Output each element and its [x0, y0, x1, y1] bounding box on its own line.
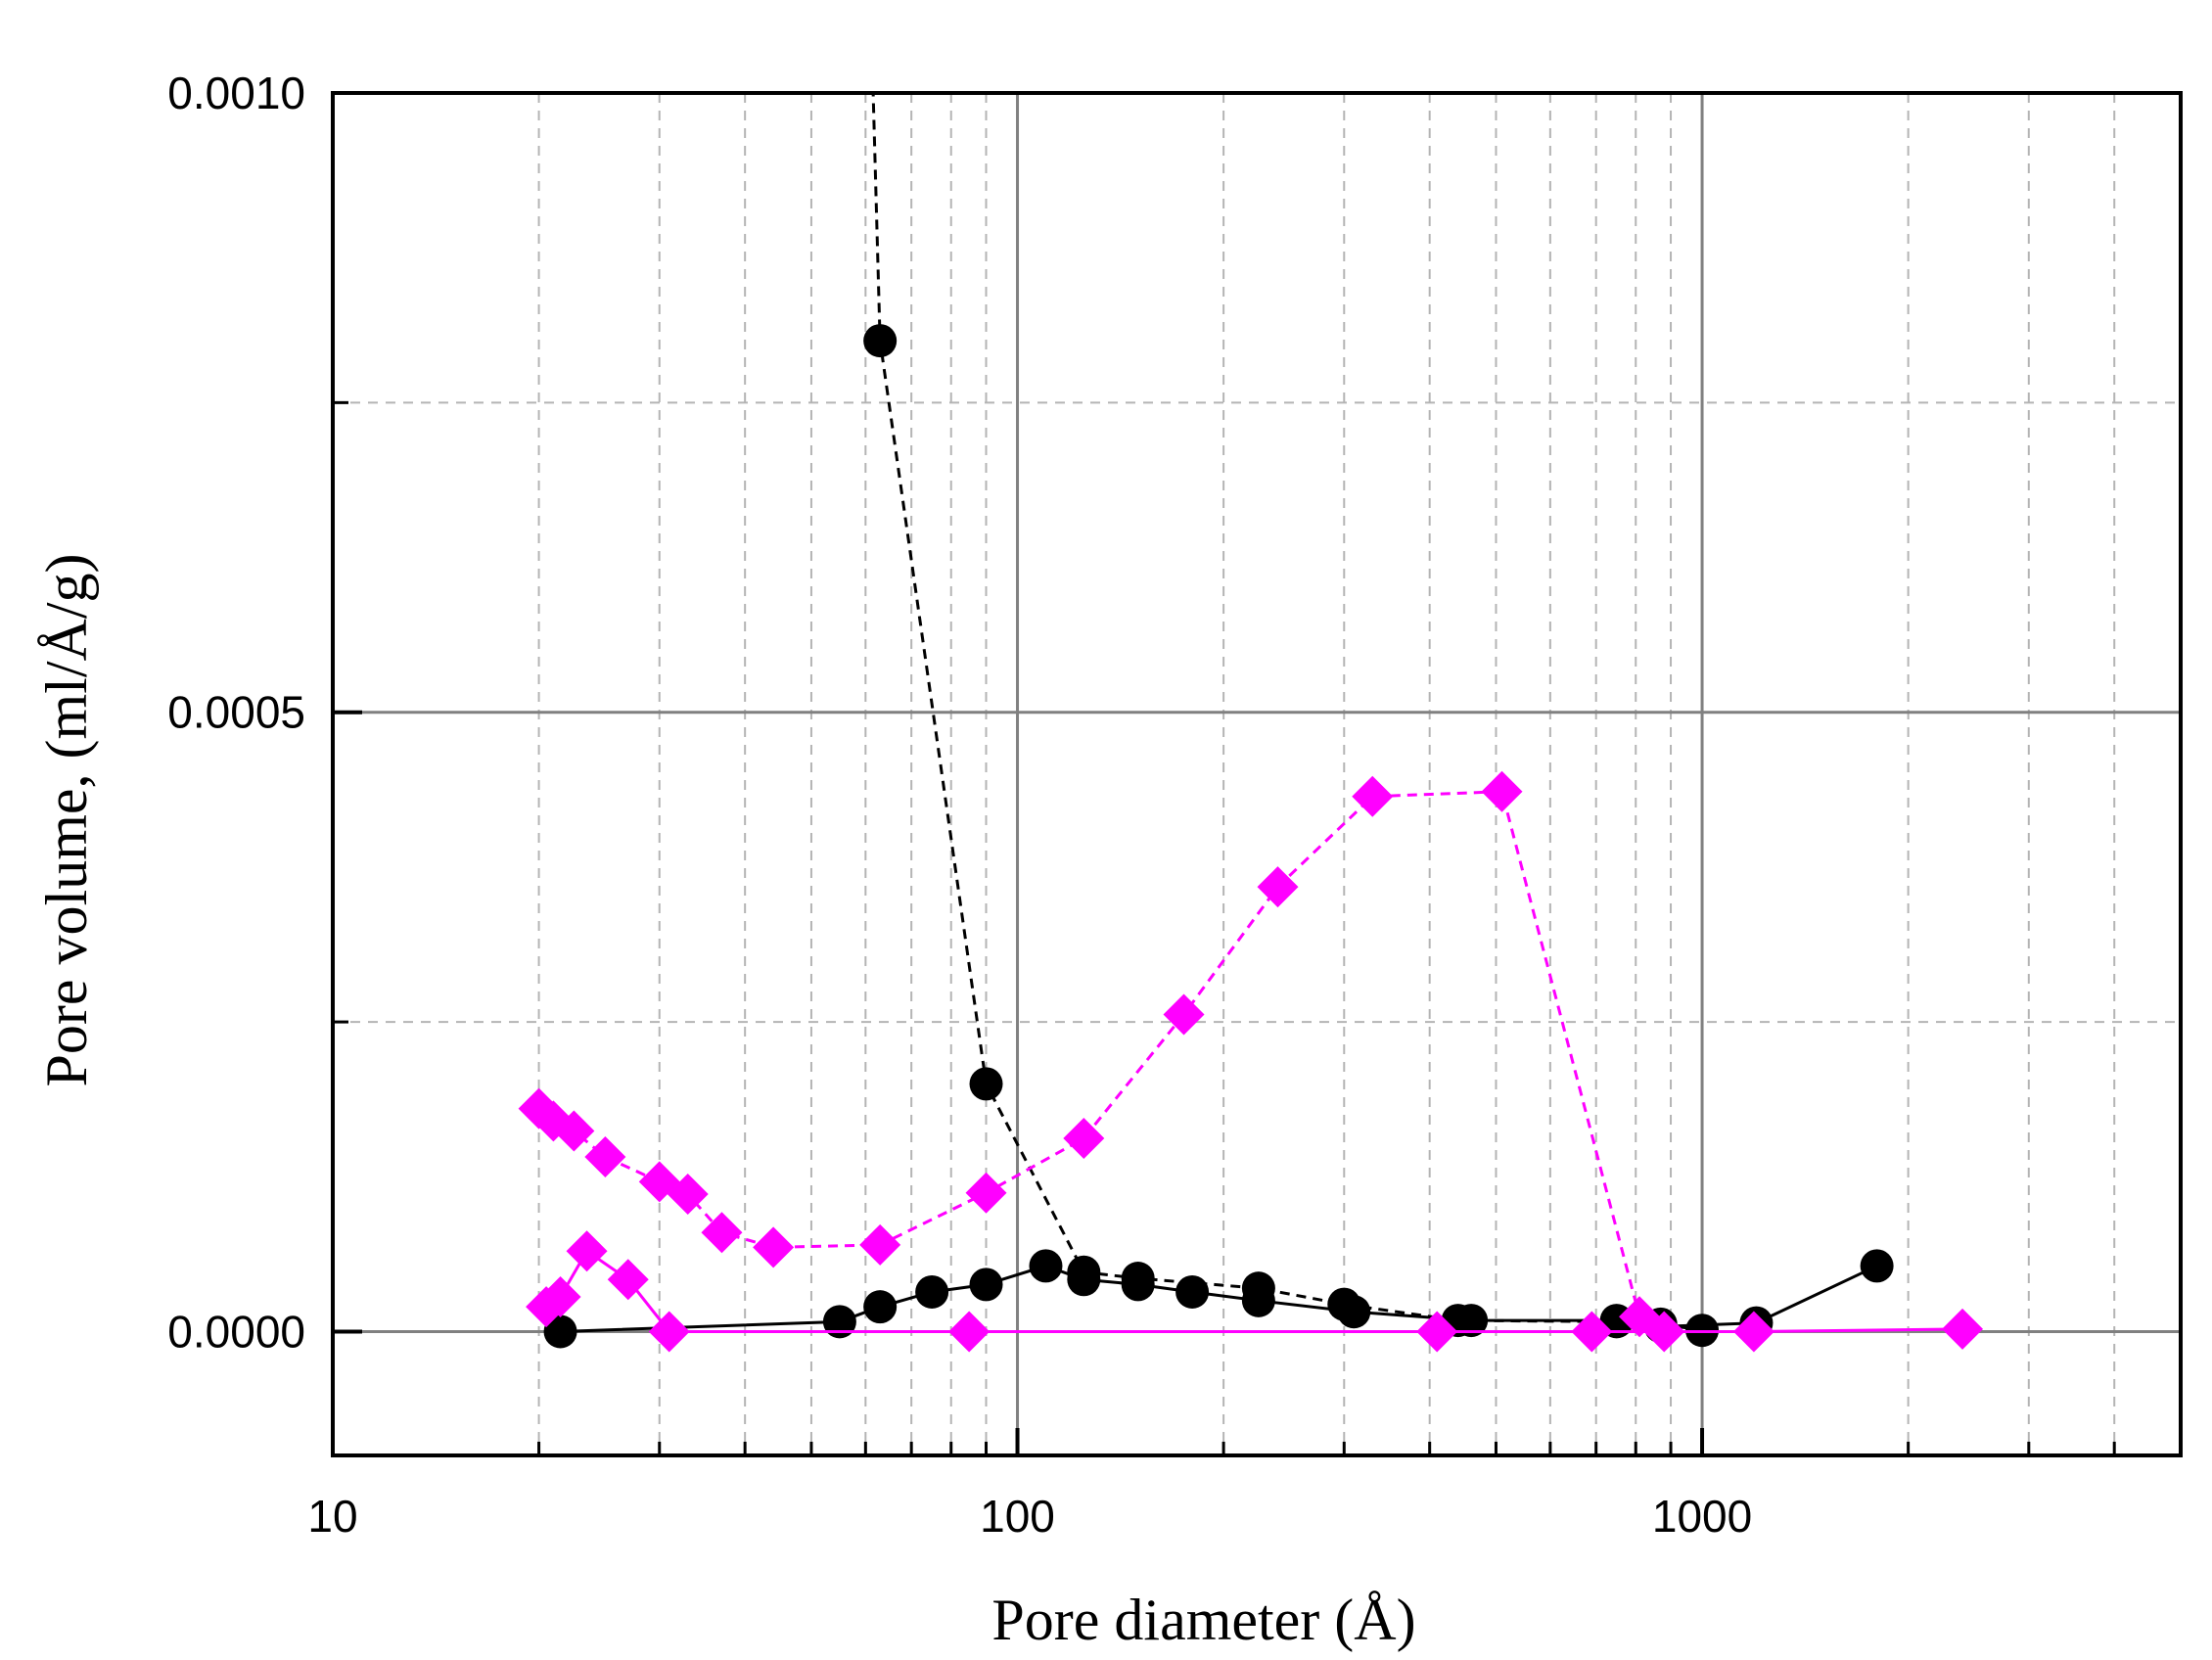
data-point-diamond	[1063, 1118, 1105, 1160]
data-point-diamond	[1571, 1311, 1613, 1353]
data-point-diamond	[539, 1276, 581, 1318]
data-point-diamond	[859, 1223, 901, 1266]
data-point-diamond	[607, 1259, 649, 1301]
data-point-circle	[1337, 1295, 1371, 1329]
data-point-circle	[915, 1274, 949, 1309]
x-tick-label: 10	[307, 1491, 357, 1542]
y-tick-label: 0.0000	[167, 1306, 305, 1357]
y-axis-title: Pore volume, (ml/Å/g)	[34, 554, 99, 1087]
data-point-diamond	[648, 1311, 690, 1353]
y-tick-label: 0.0005	[167, 687, 305, 738]
data-point-circle	[863, 324, 898, 358]
data-point-circle	[1454, 1304, 1489, 1338]
data-point-circle	[1067, 1263, 1101, 1297]
data-point-diamond	[1352, 775, 1394, 817]
x-tick-label: 100	[980, 1491, 1055, 1542]
series-3	[526, 1230, 1984, 1353]
data-point-diamond	[1163, 993, 1205, 1036]
data-point-diamond	[1732, 1311, 1774, 1353]
data-point-circle	[1860, 1249, 1894, 1283]
data-point-circle	[969, 1067, 1003, 1101]
data-point-diamond	[1481, 770, 1523, 812]
data-point-circle	[1121, 1268, 1155, 1302]
data-point-circle	[863, 1290, 898, 1324]
x-tick-label: 1000	[1652, 1491, 1752, 1542]
data-point-diamond	[1416, 1311, 1458, 1353]
plot-background	[333, 93, 2181, 1455]
y-tick-label: 0.0010	[167, 68, 305, 118]
data-point-diamond	[1942, 1308, 1984, 1350]
data-point-diamond	[753, 1226, 795, 1268]
data-point-diamond	[948, 1311, 991, 1353]
data-point-diamond	[667, 1173, 709, 1215]
series-line	[545, 1249, 1963, 1333]
data-point-circle	[1029, 1249, 1063, 1283]
data-point-diamond	[553, 1110, 595, 1152]
data-point-circle	[543, 1314, 577, 1349]
plot-frame	[331, 91, 2183, 1457]
data-point-diamond	[701, 1212, 743, 1254]
data-point-circle	[1241, 1283, 1275, 1317]
data-point-diamond	[584, 1136, 626, 1178]
data-point-diamond	[566, 1230, 608, 1272]
data-point-circle	[822, 1305, 856, 1339]
data-point-diamond	[965, 1172, 1007, 1214]
data-series	[518, 93, 1984, 1353]
data-point-circle	[969, 1268, 1003, 1302]
axis-ticks	[331, 91, 2183, 1455]
x-axis-title: Pore diameter (Å)	[991, 1588, 1415, 1652]
data-point-circle	[1175, 1274, 1210, 1309]
data-point-diamond	[1257, 866, 1299, 908]
tick-labels: 10 100 1000 0.0000 0.0005 0.0010	[167, 68, 1752, 1542]
